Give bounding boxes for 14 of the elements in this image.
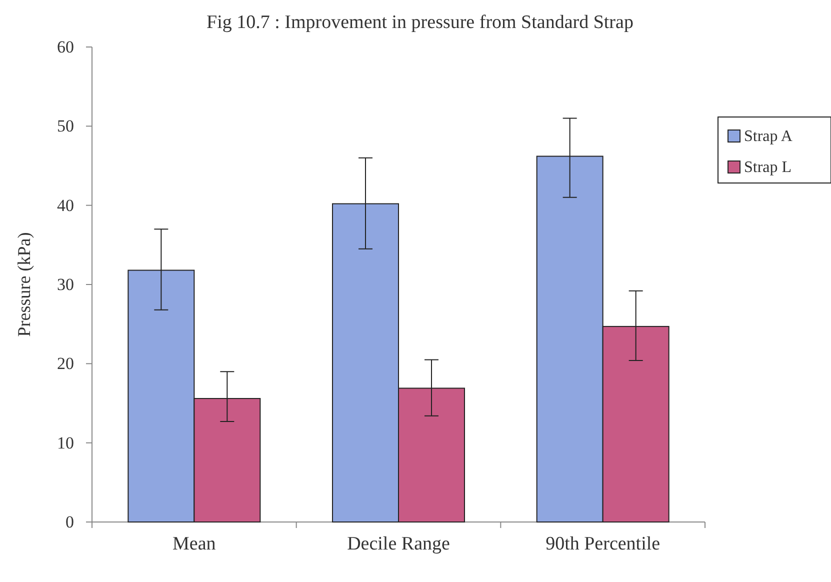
legend-label: Strap A xyxy=(744,128,793,145)
y-tick-label: 0 xyxy=(66,512,74,532)
y-tick-label: 20 xyxy=(57,354,74,374)
x-tick-label: Decile Range xyxy=(347,533,450,554)
y-tick-label: 10 xyxy=(57,433,74,452)
y-axis-title: Pressure (kPa) xyxy=(14,232,34,337)
y-tick-label: 40 xyxy=(57,196,74,215)
chart-title: Fig 10.7 : Improvement in pressure from Standard Strap xyxy=(206,12,634,33)
y-tick-label: 50 xyxy=(57,116,74,136)
y-tick-label: 30 xyxy=(57,274,74,294)
legend-label: Strap L xyxy=(744,159,792,176)
y-tick-label: 60 xyxy=(57,37,74,56)
x-tick-label: Mean xyxy=(172,533,216,554)
x-tick-label: 90th Percentile xyxy=(546,533,660,554)
